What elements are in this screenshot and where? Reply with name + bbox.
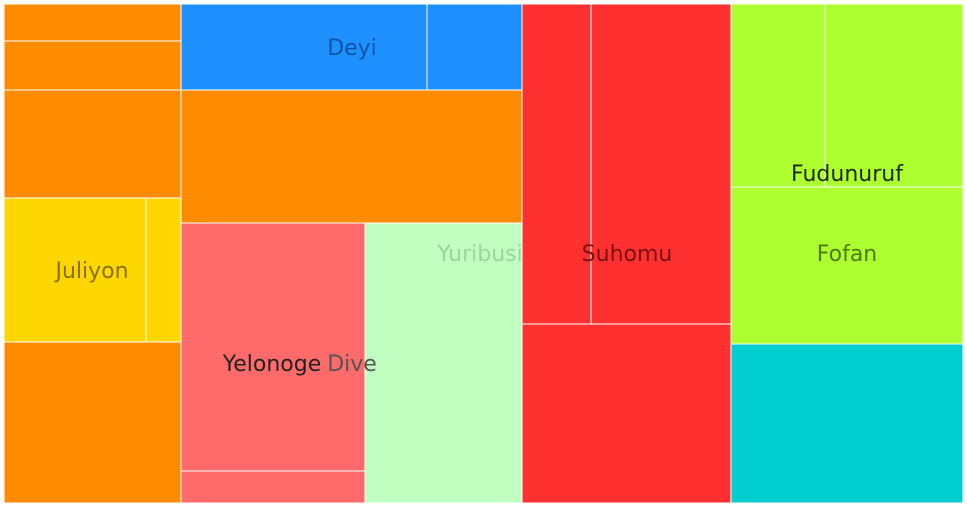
tile-orange-4 — [3, 341, 182, 504]
label-fofan: Fofan — [817, 242, 878, 267]
tile-orange-1 — [3, 3, 182, 42]
tile-fofan — [730, 186, 964, 345]
tile-juliyon-side — [145, 197, 182, 343]
label-dive: Dive — [327, 352, 377, 377]
tile-juliyon-main — [3, 197, 147, 343]
tile-deyi-main — [180, 3, 428, 91]
label-suhomu: Suhomu — [582, 242, 673, 267]
tile-yelonoge-bottom — [180, 470, 366, 504]
label-fudunuruf: Fudunuruf — [791, 162, 904, 187]
tile-orange-3 — [3, 89, 182, 199]
label-yelonoge: Yelonoge — [222, 352, 322, 377]
treemap-tiles — [3, 3, 964, 504]
tile-yelonoge-main — [180, 222, 366, 472]
label-yuribusi: Yuribusi — [436, 242, 523, 267]
tile-suhomu-left — [521, 3, 592, 325]
tile-deyi-side — [426, 3, 523, 91]
tile-suhomu-right — [590, 3, 732, 325]
tile-teal — [730, 343, 964, 504]
tile-fudunuruf-right — [824, 3, 964, 188]
tile-orange-2 — [3, 40, 182, 91]
label-deyi: Deyi — [327, 36, 377, 61]
tile-orange-5 — [180, 89, 523, 224]
tile-fudunuruf-left — [730, 3, 826, 188]
label-juliyon: Juliyon — [53, 259, 128, 284]
tile-yuribusi — [364, 222, 523, 504]
tile-suhomu-bottom — [521, 323, 732, 504]
